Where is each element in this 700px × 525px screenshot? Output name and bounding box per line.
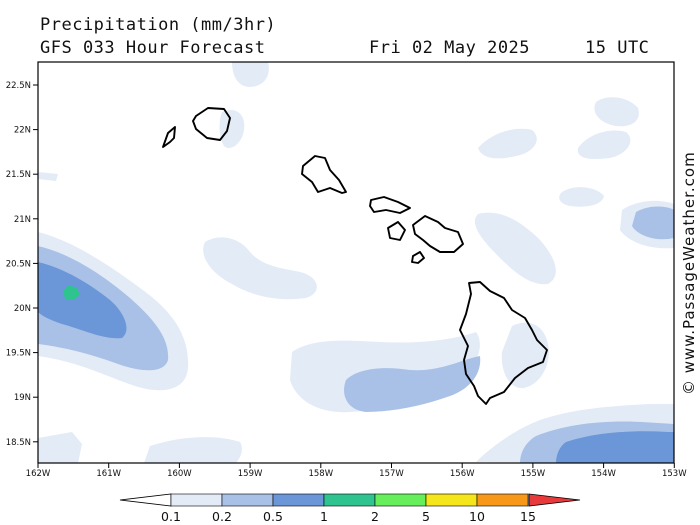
lon-tick-label: 160W (167, 469, 192, 479)
colorbar-swatch (221, 493, 274, 507)
colorbar-label: 5 (422, 509, 430, 524)
forecast-label: GFS 033 Hour Forecast (40, 38, 266, 58)
colorbar-label: 0.2 (212, 509, 232, 524)
lat-tick-label: 21.5N (6, 170, 31, 180)
map-title: Precipitation (mm/3hr) (40, 15, 277, 35)
lat-tick-label: 22N (14, 126, 31, 136)
lon-tick-label: 155W (521, 469, 546, 479)
lat-tick-label: 18.5N (6, 438, 31, 448)
island-molokai (369, 196, 411, 214)
forecast-date: Fri 02 May 2025 (369, 38, 531, 58)
island-oahu (301, 155, 347, 194)
island-kauai (192, 107, 231, 141)
lat-tick-label: 19N (14, 393, 31, 403)
lon-tick-label: 159W (238, 469, 263, 479)
colorbar-low-arrow (119, 493, 172, 507)
map-frame (37, 61, 675, 464)
colorbar-label: 1 (320, 509, 328, 524)
credit-text: © www.PassageWeather.com (680, 151, 698, 395)
island-hawaii (459, 281, 548, 405)
colorbar-label: 0.5 (263, 509, 283, 524)
lat-tick-label: 22.5N (6, 81, 31, 91)
lat-tick-label: 19.5N (6, 349, 31, 359)
island-maui (412, 215, 464, 253)
lon-tick-label: 161W (96, 469, 121, 479)
colorbar-label: 10 (469, 509, 485, 524)
lat-axis: 22.5N 22N 21.5N 21N 20.5N 20N 19.5N 19N 18.5N (6, 81, 38, 448)
island-niihau (162, 126, 176, 148)
colorbar-label: 0.1 (161, 509, 181, 524)
colorbar-swatch (425, 493, 478, 507)
colorbar-label: 15 (520, 509, 536, 524)
colorbar: 0.1 0.2 0.5 1 2 5 10 15 (119, 493, 581, 524)
lon-tick-label: 156W (450, 469, 475, 479)
lon-axis: 162W 161W 160W 159W 158W 157W 156W 155W 154W 153W (26, 463, 687, 479)
lat-tick-label: 21N (14, 215, 31, 225)
lon-tick-label: 162W (26, 469, 51, 479)
lon-tick-label: 154W (591, 469, 616, 479)
colorbar-high-arrow (528, 493, 581, 507)
precip-peak (63, 285, 80, 300)
forecast-time: 15 UTC (585, 38, 650, 58)
colorbar-swatch (374, 493, 427, 507)
colorbar-swatch (272, 493, 325, 507)
island-lanai (387, 221, 406, 241)
colorbar-swatch (323, 493, 376, 507)
colorbar-swatch (476, 493, 529, 507)
lat-tick-label: 20N (14, 304, 31, 314)
lat-tick-label: 20.5N (6, 259, 31, 269)
island-kahoolawe (411, 251, 425, 264)
lon-tick-label: 158W (308, 469, 333, 479)
colorbar-swatch (170, 493, 223, 507)
lon-tick-label: 153W (662, 469, 687, 479)
lon-tick-label: 157W (379, 469, 404, 479)
precip-field (38, 62, 674, 463)
colorbar-label: 2 (371, 509, 379, 524)
